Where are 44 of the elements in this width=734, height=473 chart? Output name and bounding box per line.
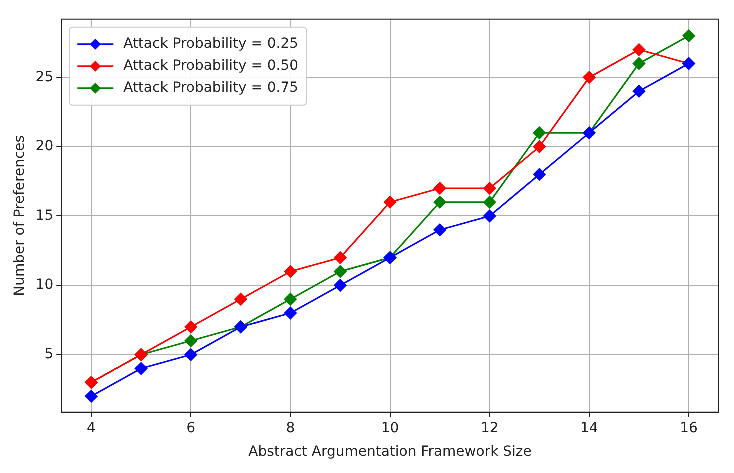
- legend-label: Attack Probability = 0.50: [124, 58, 299, 74]
- point: [533, 126, 546, 140]
- y-tick-label: 10: [36, 277, 54, 294]
- point: [334, 265, 347, 278]
- x-tick-label: 16: [680, 420, 698, 436]
- x-tick-label: 10: [381, 420, 400, 436]
- x-tick-label: 4: [87, 420, 96, 436]
- y-tick-label: 5: [44, 346, 54, 363]
- point: [134, 362, 148, 376]
- legend-label: Attack Probability = 0.75: [124, 80, 299, 96]
- point: [284, 306, 297, 320]
- point: [682, 30, 696, 42]
- point: [632, 44, 646, 56]
- point: [234, 293, 248, 306]
- y-axis-title: Number of Preferences: [12, 135, 28, 296]
- point: [434, 182, 446, 195]
- point: [632, 57, 646, 70]
- x-tick-label: 12: [480, 420, 499, 436]
- point: [632, 85, 646, 98]
- point: [533, 140, 546, 154]
- point: [184, 348, 198, 362]
- point: [533, 168, 546, 181]
- x-tick-label: 14: [580, 420, 598, 436]
- point: [334, 252, 347, 264]
- x-tick-label: 6: [186, 420, 196, 436]
- point: [184, 334, 198, 348]
- x-tick-label: 8: [286, 420, 296, 436]
- y-tick-label: 20: [36, 138, 54, 155]
- x-axis-title: Abstract Argumentation Framework Size: [248, 444, 532, 460]
- point: [434, 224, 446, 236]
- point: [484, 196, 496, 209]
- point: [184, 320, 198, 334]
- legend-label: Attack Probability = 0.25: [124, 36, 299, 52]
- point: [284, 293, 297, 306]
- point: [484, 182, 496, 195]
- point: [334, 279, 347, 292]
- y-tick-label: 25: [36, 69, 54, 86]
- point: [484, 210, 496, 223]
- point: [85, 390, 98, 403]
- y-tick-label: 15: [36, 208, 54, 224]
- point: [434, 196, 446, 209]
- point: [583, 71, 596, 84]
- point: [384, 196, 397, 209]
- point: [284, 265, 297, 278]
